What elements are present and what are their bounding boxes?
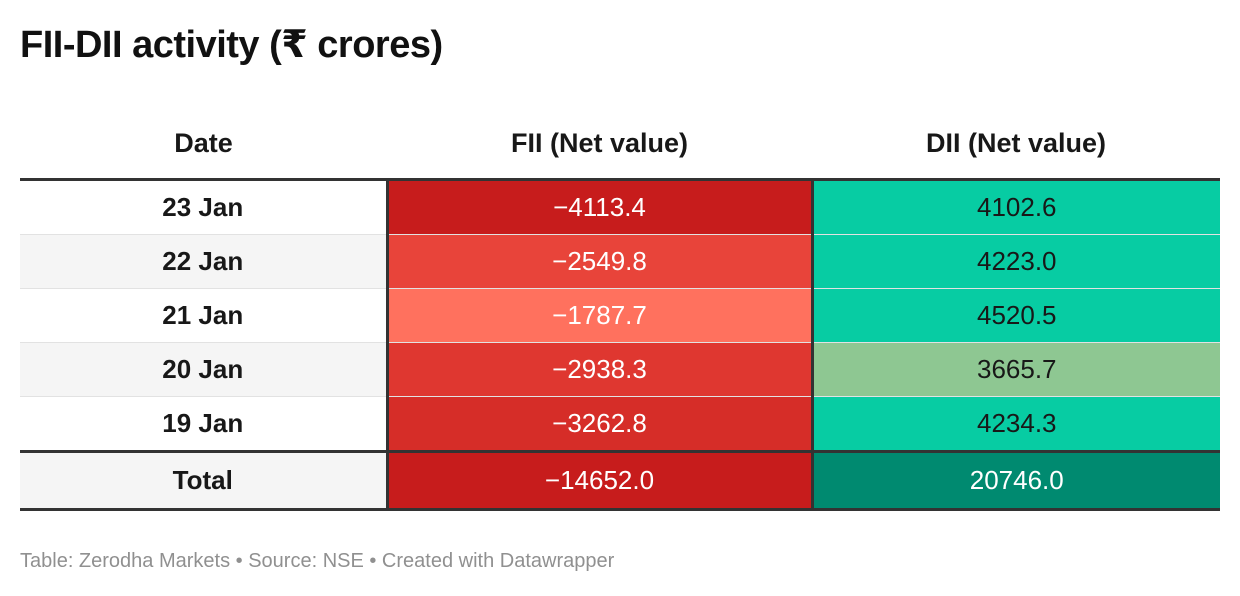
table-footer: Total −14652.0 20746.0 xyxy=(20,450,1220,511)
fii-total-cell: −14652.0 xyxy=(387,450,814,511)
dii-value-cell: 3665.7 xyxy=(812,342,1220,397)
dii-value-cell: 4223.0 xyxy=(812,234,1220,289)
dii-value-cell: 4234.3 xyxy=(812,396,1220,452)
chart-title: FII-DII activity (₹ crores) xyxy=(20,24,443,66)
column-header-dii[interactable]: DII (Net value) xyxy=(812,108,1220,181)
header-row: Date FII (Net value) DII (Net value) xyxy=(20,108,1220,181)
total-label-cell: Total xyxy=(20,450,389,511)
fii-value-cell: −4113.4 xyxy=(387,179,814,235)
dii-total-cell: 20746.0 xyxy=(812,450,1220,511)
fii-value-cell: −1787.7 xyxy=(387,288,814,343)
date-cell: 22 Jan xyxy=(20,234,389,289)
table-row: 20 Jan −2938.3 3665.7 xyxy=(20,342,1220,397)
dii-value-cell: 4102.6 xyxy=(812,179,1220,235)
fii-value-cell: −2549.8 xyxy=(387,234,814,289)
table-row: 22 Jan −2549.8 4223.0 xyxy=(20,234,1220,289)
total-row: Total −14652.0 20746.0 xyxy=(20,450,1220,511)
date-cell: 19 Jan xyxy=(20,396,389,452)
source-note: Table: Zerodha Markets • Source: NSE • C… xyxy=(20,550,615,572)
dii-value-cell: 4520.5 xyxy=(812,288,1220,343)
column-header-date[interactable]: Date xyxy=(20,108,387,181)
table-row: 21 Jan −1787.7 4520.5 xyxy=(20,288,1220,343)
date-cell: 20 Jan xyxy=(20,342,389,397)
date-cell: 21 Jan xyxy=(20,288,389,343)
fii-value-cell: −3262.8 xyxy=(387,396,814,452)
fii-dii-table: Date FII (Net value) DII (Net value) 23 … xyxy=(20,108,1220,511)
table-header: Date FII (Net value) DII (Net value) xyxy=(20,108,1220,181)
table-row: 23 Jan −4113.4 4102.6 xyxy=(20,179,1220,235)
table-row: 19 Jan −3262.8 4234.3 xyxy=(20,396,1220,452)
table-body: 23 Jan −4113.4 4102.6 22 Jan −2549.8 422… xyxy=(20,179,1220,452)
fii-value-cell: −2938.3 xyxy=(387,342,814,397)
column-header-fii[interactable]: FII (Net value) xyxy=(387,108,812,181)
date-cell: 23 Jan xyxy=(20,179,389,235)
